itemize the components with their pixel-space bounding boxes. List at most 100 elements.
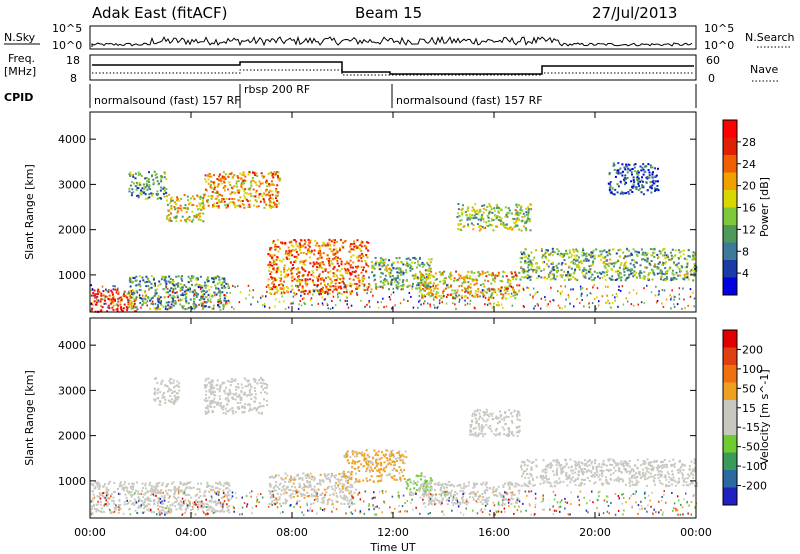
colorbar-tick-label: 15 bbox=[742, 402, 756, 415]
x-tick-label: 12:00 bbox=[377, 526, 409, 539]
data-region-3 bbox=[165, 193, 206, 223]
nave-label: Nave bbox=[750, 63, 778, 76]
data-region-8 bbox=[520, 458, 698, 488]
power-y-label: Slant Range [km] bbox=[23, 164, 36, 260]
nsky-strip: N.Sky 10^5 10^0 10^5 10^0 N.Search bbox=[4, 22, 795, 52]
colorbar-swatch bbox=[723, 347, 737, 366]
colorbar-tick-label: 50 bbox=[742, 382, 756, 395]
velocity-colorbar-label: Velocity [m s^-1] bbox=[758, 369, 771, 464]
cpid-segment-1: normalsound (fast) 157 RF bbox=[94, 94, 241, 107]
time-axis: 00:00 04:00 08:00 12:00 16:00 20:00 00:00 bbox=[74, 112, 712, 539]
colorbar-tick-label: 200 bbox=[742, 343, 763, 356]
data-region-10 bbox=[607, 162, 660, 196]
data-region-7 bbox=[418, 270, 521, 300]
x-tick-label: 20:00 bbox=[579, 526, 611, 539]
colorbar-tick-label: 8 bbox=[742, 245, 749, 258]
colorbar-swatch bbox=[723, 225, 737, 243]
colorbar-swatch bbox=[723, 382, 737, 401]
data-region-2 bbox=[203, 376, 269, 415]
nsky-trace bbox=[91, 35, 693, 47]
y-tick-label: 2000 bbox=[58, 224, 86, 237]
x-axis-label: Time UT bbox=[369, 541, 415, 554]
data-region-4 bbox=[342, 449, 408, 483]
x-tick-label: 04:00 bbox=[175, 526, 207, 539]
power-panel: 1000 2000 3000 4000 Slant Range [km] bbox=[23, 111, 698, 313]
power-heatmap bbox=[90, 162, 698, 313]
velocity-heatmap bbox=[90, 376, 698, 516]
y-tick-label: 3000 bbox=[58, 178, 86, 191]
velocity-colorbar: 200 100 50 15 -15 -50 -100 -200 Velocity [m s^-… bbox=[722, 329, 771, 506]
station-title: Adak East (fitACF) bbox=[92, 4, 227, 22]
data-region-4 bbox=[203, 170, 282, 209]
colorbar-tick-label: -200 bbox=[742, 480, 767, 493]
data-region-5 bbox=[267, 238, 370, 295]
cpid-strip: CPID normalsound (fast) 157 RF rbsp 200 … bbox=[4, 83, 697, 108]
y-tick-label: 1000 bbox=[58, 475, 86, 488]
noise-scatter bbox=[90, 284, 696, 310]
data-region-9 bbox=[519, 247, 698, 282]
data-region-1 bbox=[128, 275, 231, 311]
power-colorbar: 28 24 20 16 12 8 4 Power [dB] bbox=[722, 119, 771, 296]
colorbar-swatch bbox=[723, 400, 737, 418]
colorbar-tick-label: 28 bbox=[742, 136, 756, 149]
colorbar-swatch bbox=[723, 330, 737, 348]
nave-tick-bottom: 0 bbox=[708, 72, 715, 85]
x-tick-label: 08:00 bbox=[276, 526, 308, 539]
data-region-2 bbox=[128, 170, 168, 200]
colorbar-swatch bbox=[723, 365, 737, 383]
colorbar-swatch bbox=[723, 190, 737, 208]
colorbar-swatch bbox=[723, 435, 737, 453]
freq-strip: Freq. [MHz] 18 8 60 0 Nave bbox=[4, 52, 780, 85]
colorbar-tick-label: 100 bbox=[742, 363, 763, 376]
colorbar-swatch bbox=[723, 452, 737, 471]
colorbar-swatch bbox=[723, 260, 737, 278]
y-tick-label: 2000 bbox=[58, 430, 86, 443]
colorbar-tick-label: -100 bbox=[742, 460, 767, 473]
y-tick-label: 3000 bbox=[58, 384, 86, 397]
x-tick-label: 16:00 bbox=[478, 526, 510, 539]
data-region-0 bbox=[90, 480, 231, 515]
nsky-tick-top: 10^5 bbox=[52, 22, 82, 35]
colorbar-swatch bbox=[723, 120, 737, 138]
power-y-axis: 1000 2000 3000 4000 bbox=[58, 133, 696, 282]
nsearch-tick-bottom: 10^0 bbox=[704, 39, 734, 52]
x-tick-label: 00:00 bbox=[74, 526, 106, 539]
colorbar-tick-label: 16 bbox=[742, 202, 756, 215]
nave-tick-top: 60 bbox=[706, 54, 720, 67]
nave-trace bbox=[92, 69, 694, 76]
cpid-segment-3: normalsound (fast) 157 RF bbox=[396, 94, 543, 107]
date-title: 27/Jul/2013 bbox=[592, 4, 677, 22]
nsearch-label: N.Search bbox=[745, 31, 795, 44]
freq-tick-top: 18 bbox=[66, 54, 80, 67]
x-tick-label: 00:00 bbox=[680, 526, 712, 539]
beam-title: Beam 15 bbox=[355, 4, 422, 22]
freq-tick-bottom: 8 bbox=[70, 72, 77, 85]
data-region-6 bbox=[368, 256, 433, 291]
velocity-y-label: Slant Range [km] bbox=[23, 370, 36, 466]
data-region-1 bbox=[153, 377, 181, 406]
nsearch-tick-top: 10^5 bbox=[704, 22, 734, 35]
colorbar-tick-label: -50 bbox=[742, 441, 760, 454]
colorbar-tick-label: -15 bbox=[742, 421, 760, 434]
colorbar-tick-label: 12 bbox=[742, 223, 756, 236]
y-tick-label: 4000 bbox=[58, 133, 86, 146]
colorbar-swatch bbox=[723, 172, 737, 191]
colorbar-swatch bbox=[723, 277, 737, 296]
colorbar-swatch bbox=[723, 417, 737, 436]
colorbar-swatch bbox=[723, 487, 737, 506]
cpid-label: CPID bbox=[4, 91, 33, 104]
data-region-7 bbox=[469, 408, 521, 438]
freq-trace bbox=[92, 61, 694, 75]
data-region-3 bbox=[268, 472, 358, 506]
y-tick-label: 1000 bbox=[58, 269, 86, 282]
colorbar-swatch bbox=[723, 242, 737, 261]
freq-unit: [MHz] bbox=[4, 65, 36, 78]
colorbar-swatch bbox=[723, 207, 737, 226]
data-region-8 bbox=[456, 202, 533, 232]
colorbar-swatch bbox=[723, 155, 737, 173]
velocity-panel: 1000 2000 3000 4000 Slant Range [km] bbox=[23, 317, 698, 519]
colorbar-swatch bbox=[723, 137, 737, 156]
freq-label: Freq. bbox=[8, 52, 35, 65]
nsky-label: N.Sky bbox=[4, 31, 36, 44]
